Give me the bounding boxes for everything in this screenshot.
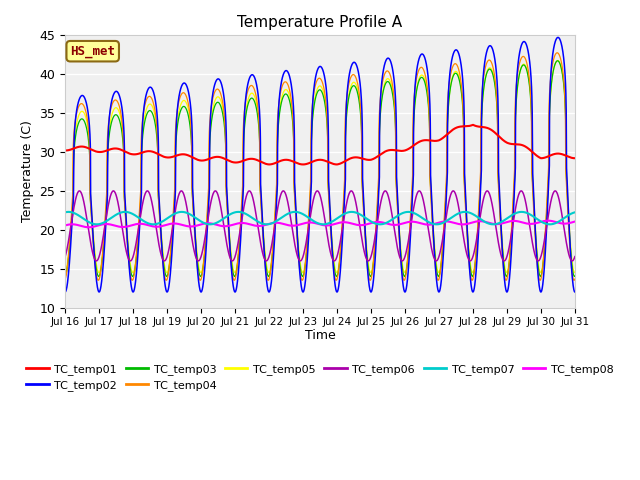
TC_temp05 — [61, 270, 69, 276]
Line: TC_temp03: TC_temp03 — [65, 61, 575, 276]
TC_temp02 — [257, 181, 264, 187]
TC_temp08 — [561, 221, 569, 227]
TC_temp08 — [61, 223, 69, 228]
TC_temp04 — [257, 198, 264, 204]
TC_temp06 — [257, 242, 265, 248]
TC_temp07 — [61, 209, 69, 215]
TC_temp05 — [150, 107, 157, 112]
Legend: TC_temp01, TC_temp02, TC_temp03, TC_temp04, TC_temp05, TC_temp06, TC_temp07, TC_: TC_temp01, TC_temp02, TC_temp03, TC_temp… — [22, 360, 618, 396]
TC_temp07 — [546, 221, 554, 227]
TC_temp07 — [150, 221, 157, 227]
TC_temp02 — [150, 89, 157, 95]
TC_temp03 — [279, 95, 287, 101]
TC_temp02 — [279, 73, 287, 79]
TC_temp04 — [120, 136, 127, 142]
Text: HS_met: HS_met — [70, 45, 115, 58]
TC_temp07 — [571, 209, 579, 215]
TC_temp08 — [279, 221, 287, 227]
TC_temp04 — [61, 276, 69, 282]
TC_temp04 — [279, 82, 287, 87]
TC_temp01 — [469, 122, 477, 128]
Line: TC_temp02: TC_temp02 — [65, 37, 575, 292]
TC_temp07 — [120, 209, 127, 215]
TC_temp01 — [61, 147, 69, 153]
TC_temp01 — [279, 157, 287, 163]
TC_temp08 — [85, 224, 93, 230]
TC_temp06 — [561, 233, 569, 239]
TC_temp08 — [571, 219, 579, 225]
TC_temp07 — [506, 214, 514, 219]
TC_temp03 — [506, 251, 514, 256]
TC_temp02 — [61, 289, 69, 295]
TC_temp08 — [120, 224, 127, 230]
TC_temp08 — [506, 218, 514, 224]
TC_temp08 — [544, 218, 552, 224]
TC_temp02 — [554, 35, 562, 40]
TC_temp02 — [561, 71, 569, 77]
TC_temp04 — [554, 50, 561, 56]
TC_temp08 — [257, 223, 264, 229]
Line: TC_temp04: TC_temp04 — [65, 53, 575, 280]
TC_temp06 — [506, 238, 514, 244]
TC_temp03 — [571, 273, 579, 279]
TC_temp01 — [571, 156, 579, 161]
TC_temp07 — [561, 215, 569, 220]
TC_temp01 — [120, 148, 127, 154]
TC_temp06 — [61, 254, 69, 260]
TC_temp06 — [109, 188, 117, 194]
TC_temp05 — [506, 249, 514, 255]
TC_temp04 — [163, 277, 170, 283]
TC_temp05 — [257, 185, 264, 191]
TC_temp05 — [265, 270, 273, 276]
TC_temp01 — [257, 159, 264, 165]
Line: TC_temp01: TC_temp01 — [65, 125, 575, 165]
TC_temp03 — [61, 273, 69, 279]
TC_temp03 — [299, 274, 307, 279]
Line: TC_temp07: TC_temp07 — [65, 212, 575, 224]
TC_temp04 — [561, 105, 569, 110]
TC_temp03 — [561, 103, 569, 108]
TC_temp05 — [279, 91, 287, 96]
Line: TC_temp05: TC_temp05 — [65, 60, 575, 273]
TC_temp04 — [150, 101, 157, 107]
Y-axis label: Temperature (C): Temperature (C) — [21, 120, 34, 222]
TC_temp06 — [279, 188, 287, 194]
TC_temp02 — [506, 270, 514, 276]
TC_temp07 — [404, 209, 412, 215]
TC_temp06 — [120, 234, 127, 240]
TC_temp05 — [554, 58, 561, 63]
TC_temp07 — [279, 214, 287, 220]
TC_temp05 — [561, 98, 569, 104]
TC_temp06 — [571, 254, 579, 260]
TC_temp01 — [506, 141, 514, 147]
TC_temp03 — [120, 143, 127, 149]
TC_temp03 — [150, 113, 157, 119]
Line: TC_temp06: TC_temp06 — [65, 191, 575, 261]
TC_temp06 — [93, 258, 100, 264]
TC_temp04 — [571, 276, 579, 282]
TC_temp02 — [120, 118, 127, 123]
X-axis label: Time: Time — [305, 329, 335, 342]
TC_temp03 — [554, 58, 561, 64]
TC_temp02 — [571, 289, 579, 295]
TC_temp05 — [571, 270, 579, 276]
TC_temp08 — [150, 224, 157, 229]
TC_temp01 — [561, 153, 569, 158]
Line: TC_temp08: TC_temp08 — [65, 221, 575, 227]
TC_temp05 — [120, 134, 127, 140]
TC_temp03 — [257, 192, 264, 198]
TC_temp01 — [265, 162, 273, 168]
TC_temp07 — [257, 220, 264, 226]
TC_temp04 — [506, 248, 514, 254]
TC_temp06 — [150, 210, 157, 216]
Title: Temperature Profile A: Temperature Profile A — [237, 15, 403, 30]
TC_temp01 — [150, 149, 157, 155]
